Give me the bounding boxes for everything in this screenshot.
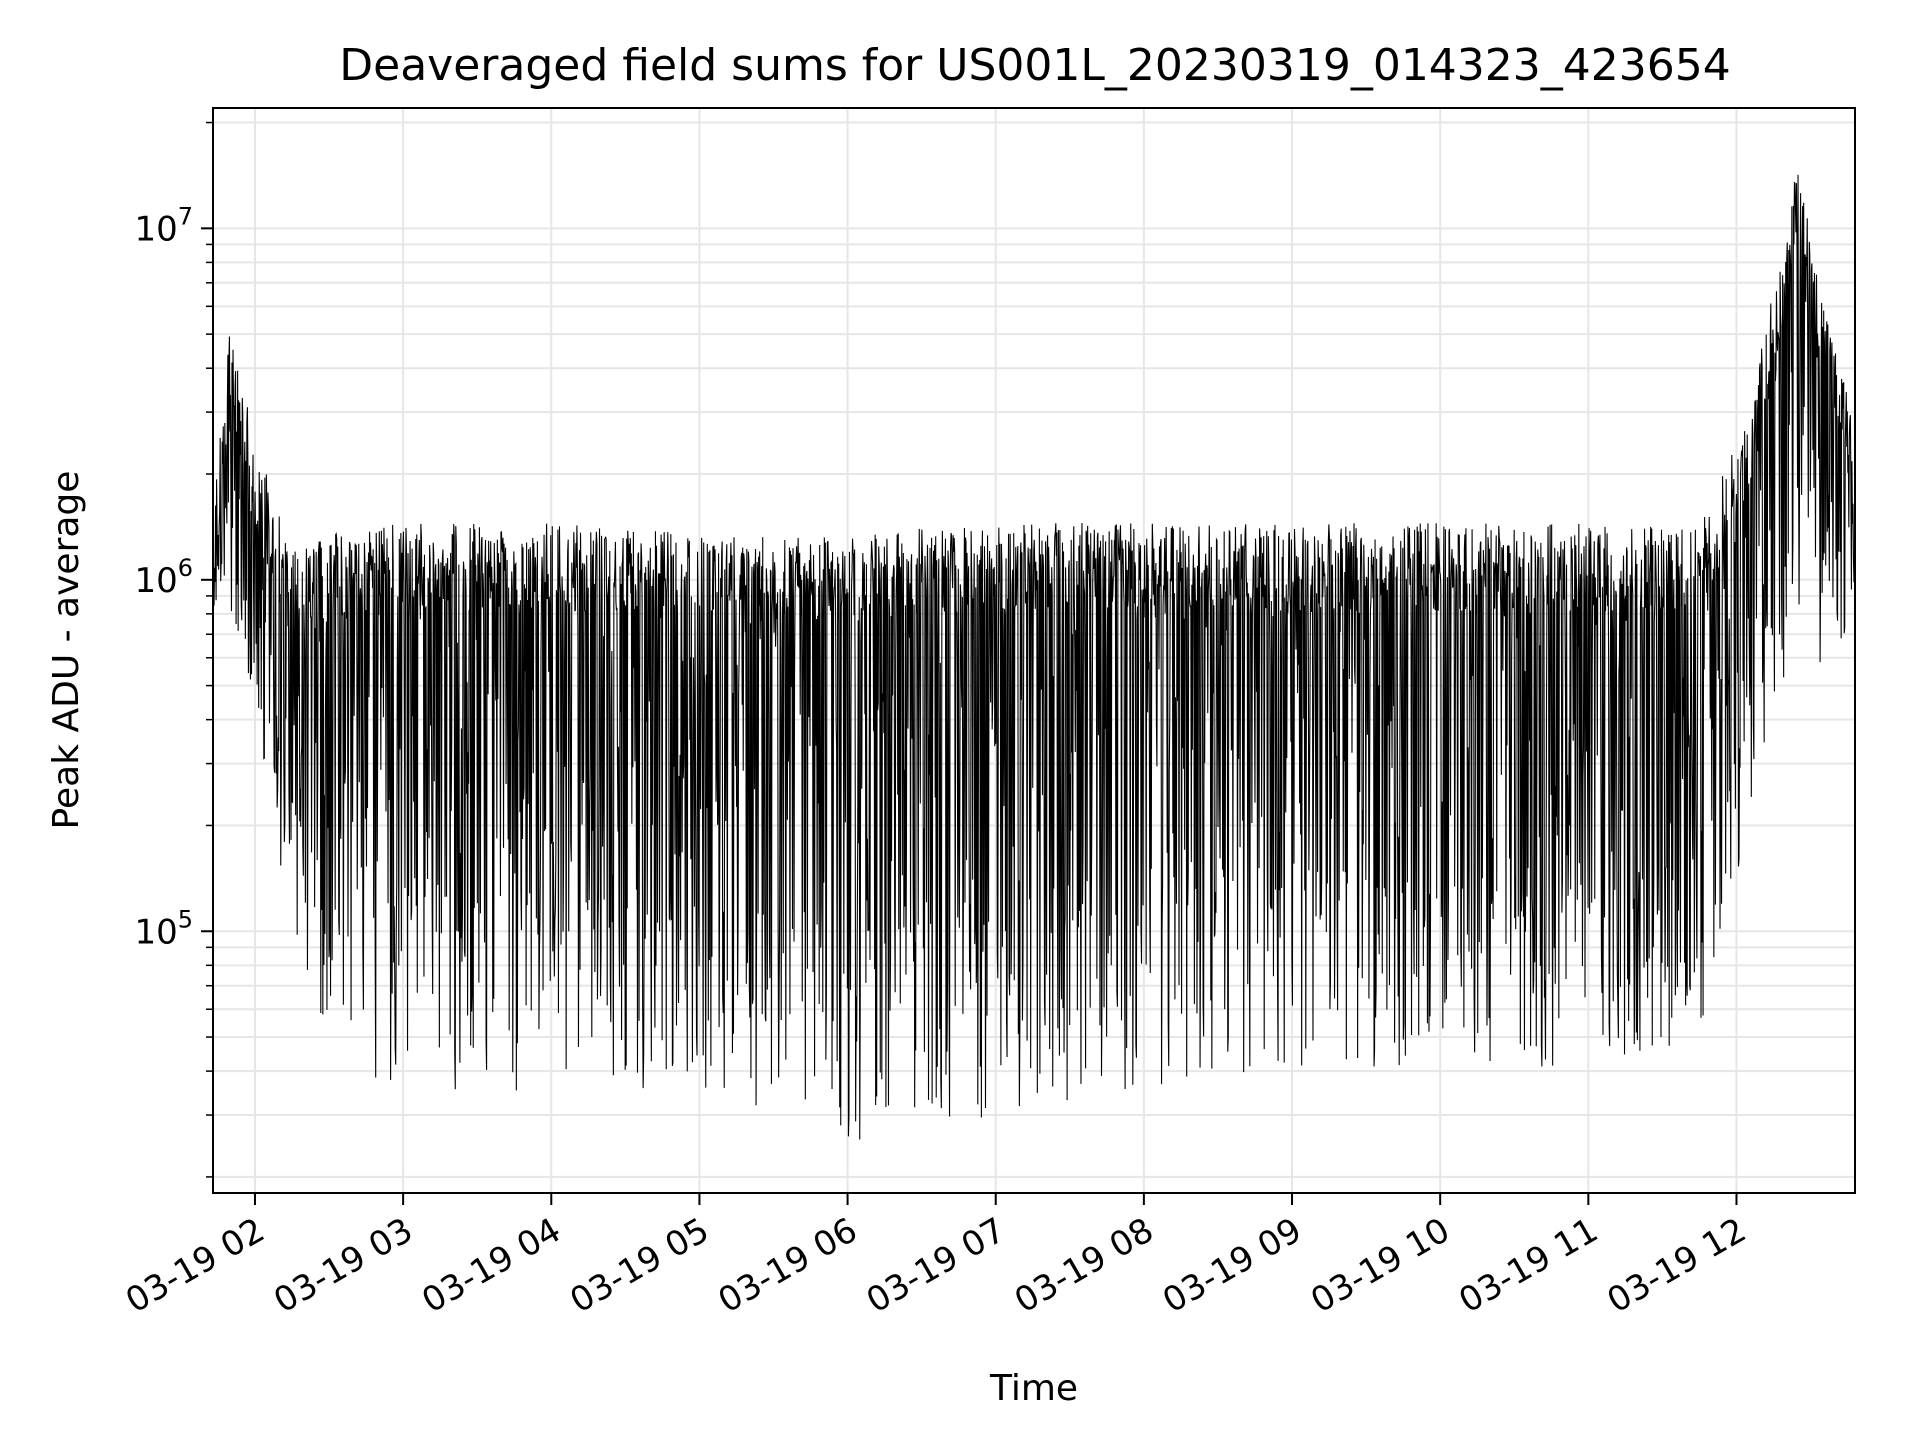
y-axis-label: Peak ADU - average <box>46 471 87 830</box>
y-tick-label: 106 <box>134 554 193 601</box>
plot-area <box>213 174 1855 1140</box>
y-axis: 105 106 107 <box>134 121 213 1178</box>
y-tick-label: 105 <box>134 905 193 952</box>
y-tick-label: 107 <box>134 202 193 249</box>
plot-frame <box>212 107 1856 1194</box>
x-axis-label: Time <box>989 1368 1078 1409</box>
chart-title: Deaveraged field sums for US001L_2023031… <box>339 40 1731 91</box>
data-series-line <box>213 174 1855 1140</box>
